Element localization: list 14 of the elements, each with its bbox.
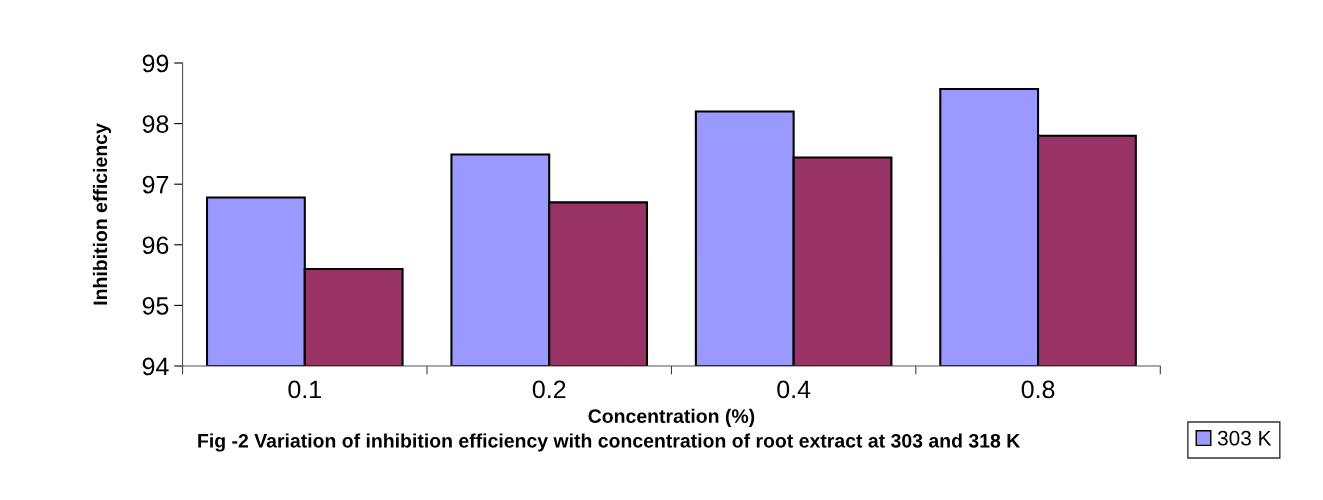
x-tick-label: 0.2 bbox=[532, 380, 566, 399]
y-axis-title: Inhibition efficiency bbox=[92, 123, 112, 305]
y-tick-label: 96 bbox=[142, 236, 169, 255]
x-tick-label: 0.1 bbox=[288, 380, 321, 399]
y-tick-label: 98 bbox=[142, 115, 169, 133]
x-axis-title: Concentration (%) bbox=[588, 408, 755, 427]
y-tick-label: 99 bbox=[142, 54, 169, 73]
y-tick-label: 97 bbox=[142, 175, 169, 194]
x-tick-label: 0.4 bbox=[777, 380, 811, 399]
legend-label: 303 K bbox=[1217, 430, 1272, 446]
y-tick-label: 95 bbox=[142, 297, 169, 315]
y-tick-label: 94 bbox=[142, 357, 169, 376]
x-tick-label: 0.8 bbox=[1021, 380, 1055, 399]
text: Fig -2 Variation of inhibition efficiency with concentration of root extract at 303 and 318 K bbox=[198, 433, 1021, 452]
